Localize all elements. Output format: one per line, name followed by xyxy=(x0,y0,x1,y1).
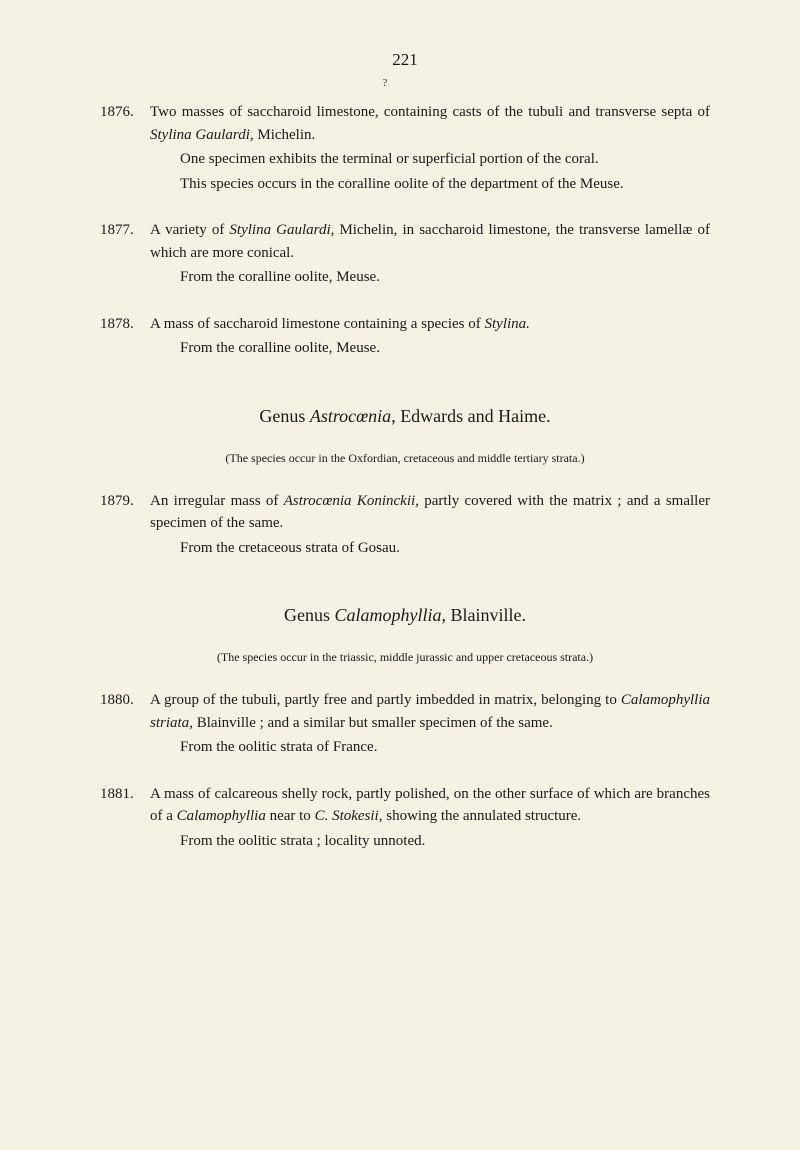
entry-body: A mass of saccharoid limestone containin… xyxy=(150,313,710,360)
entry-main-text: A mass of calcareous shelly rock, partly… xyxy=(150,783,710,828)
catalog-entry: 1877. A variety of Stylina Gaulardi, Mic… xyxy=(100,219,710,289)
entry-sub-text: One specimen exhibits the terminal or su… xyxy=(180,148,710,171)
entry-sub-text: From the coralline oolite, Meuse. xyxy=(180,266,710,289)
catalog-entry: 1876. Two masses of saccharoid limestone… xyxy=(100,101,710,195)
entry-number: 1879. xyxy=(100,490,150,560)
entry-number: 1876. xyxy=(100,101,150,195)
entry-body: A variety of Stylina Gaulardi, Michelin,… xyxy=(150,219,710,289)
entry-number: 1877. xyxy=(100,219,150,289)
entry-main-text: A group of the tubuli, partly free and p… xyxy=(150,689,710,734)
entry-number: 1878. xyxy=(100,313,150,360)
entry-sub-text: From the cretaceous strata of Gosau. xyxy=(180,537,710,560)
species-note: (The species occur in the triassic, midd… xyxy=(100,650,710,665)
catalog-entry: 1879. An irregular mass of Astrocœnia Ko… xyxy=(100,490,710,560)
entry-number: 1880. xyxy=(100,689,150,759)
document-page: 221 ? 1876. Two masses of saccharoid lim… xyxy=(0,0,800,916)
entry-body: A group of the tubuli, partly free and p… xyxy=(150,689,710,759)
entry-main-text: A mass of saccharoid limestone containin… xyxy=(150,313,710,336)
catalog-entry: 1881. A mass of calcareous shelly rock, … xyxy=(100,783,710,853)
entry-number: 1881. xyxy=(100,783,150,853)
entry-body: Two masses of saccharoid limestone, cont… xyxy=(150,101,710,195)
small-mark: ? xyxy=(60,78,710,89)
entry-sub-text: This species occurs in the coralline ool… xyxy=(180,173,710,196)
entry-main-text: Two masses of saccharoid limestone, cont… xyxy=(150,101,710,146)
entry-sub-text: From the oolitic strata of France. xyxy=(180,736,710,759)
entry-body: A mass of calcareous shelly rock, partly… xyxy=(150,783,710,853)
entry-body: An irregular mass of Astrocœnia Konincki… xyxy=(150,490,710,560)
genus-heading: Genus Astrocœnia, Edwards and Haime. xyxy=(100,406,710,427)
species-note: (The species occur in the Oxfordian, cre… xyxy=(100,451,710,466)
entry-main-text: An irregular mass of Astrocœnia Konincki… xyxy=(150,490,710,535)
catalog-entry: 1878. A mass of saccharoid limestone con… xyxy=(100,313,710,360)
catalog-entry: 1880. A group of the tubuli, partly free… xyxy=(100,689,710,759)
entry-sub-text: From the coralline oolite, Meuse. xyxy=(180,337,710,360)
genus-heading: Genus Calamophyllia, Blainville. xyxy=(100,605,710,626)
page-number: 221 xyxy=(100,50,710,70)
entry-main-text: A variety of Stylina Gaulardi, Michelin,… xyxy=(150,219,710,264)
entry-sub-text: From the oolitic strata ; locality unnot… xyxy=(180,830,710,853)
